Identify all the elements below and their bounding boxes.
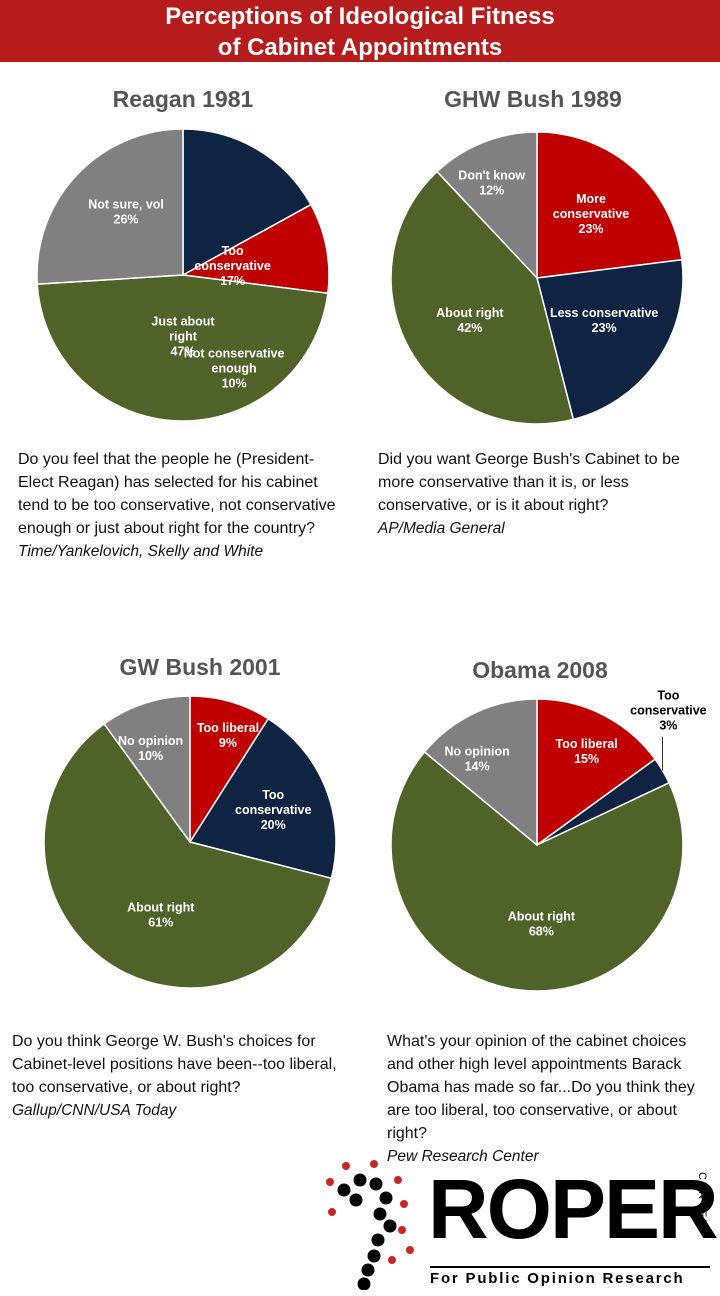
slice-label: Too conservative 17% <box>194 244 270 288</box>
slice-label: More conservative 23% <box>553 192 629 236</box>
slice-label: About right 68% <box>508 909 576 938</box>
pie-slice <box>189 695 270 845</box>
pie-slice <box>36 274 329 422</box>
source-text: AP/Media General <box>378 520 505 537</box>
source-text: Time/Yankelovich, Skelly and White <box>18 543 264 560</box>
pie-slice <box>536 698 657 847</box>
center-wordmark: CENTER <box>696 1172 708 1230</box>
pie-chart-ghw-bush: More conservative 23% Less conservative 23% A… <box>390 131 684 425</box>
slice-label: About right 42% <box>436 306 504 335</box>
source-text: Gallup/CNN/USA Today <box>12 1102 177 1119</box>
chart-title-obama: Obama 2008 <box>472 657 608 683</box>
slice-label: Too conservative 20% <box>235 788 311 832</box>
pie-slice <box>390 750 684 992</box>
question-text: Did you want George Bush's Cabinet to be… <box>378 451 680 514</box>
slice-label: Not sure, vol 26% <box>88 198 164 227</box>
pie-slice <box>536 258 684 421</box>
question-obama: What's your opinion of the cabinet choic… <box>387 1030 717 1168</box>
slice-label: Don't know 12% <box>458 169 525 198</box>
pie-slice <box>188 717 337 880</box>
chart-title-gw-bush: GW Bush 2001 <box>119 654 281 680</box>
question-gw-bush: Do you think George W. Bush's choices fo… <box>12 1030 352 1122</box>
pie-slice <box>435 131 538 280</box>
title-banner: Perceptions of Ideological Fitness of Ca… <box>0 0 720 62</box>
question-text: Do you feel that the people he (Presiden… <box>18 451 336 537</box>
page-title-line-1: Perceptions of Ideological Fitness <box>165 3 555 30</box>
logo-subtitle: For Public Opinion Research <box>430 1270 685 1287</box>
slice-label: Just about right 47% <box>151 314 215 358</box>
pie-chart-gw-bush: Too liberal 9% Too conservative 20% About rig… <box>43 695 337 989</box>
roper-dots-icon <box>326 1160 414 1290</box>
slice-label: Not conservative enough 10% <box>184 346 285 390</box>
roper-wordmark: ROPER <box>428 1162 719 1256</box>
roper-center-logo: ROPER CENTER For Public Opinion Research <box>318 1160 719 1292</box>
pie-chart-obama: Too liberal 15% Too conservative 3% About rig… <box>390 689 707 992</box>
question-text: Do you think George W. Bush's choices fo… <box>12 1033 337 1096</box>
chart-title-reagan: Reagan 1981 <box>112 86 254 112</box>
chart-title-ghw-bush: GHW Bush 1989 <box>444 86 622 112</box>
question-reagan: Do you feel that the people he (Presiden… <box>18 448 348 563</box>
slice-label: Too conservative 3% <box>630 689 706 733</box>
page-title-line-2: of Cabinet Appointments <box>217 34 503 61</box>
pie-slice <box>36 128 184 285</box>
pie-slice <box>180 203 330 295</box>
slice-label: Too liberal 9% <box>197 721 259 750</box>
pie-slice <box>390 170 575 425</box>
slice-label: About right 61% <box>127 901 195 930</box>
slice-label: No opinion 14% <box>445 744 510 773</box>
pie-slice <box>103 695 191 845</box>
slice-label: No opinion 10% <box>118 734 183 763</box>
pie-slice <box>536 131 683 279</box>
logo-rule <box>430 1266 710 1268</box>
question-text: What's your opinion of the cabinet choic… <box>387 1033 695 1142</box>
pie-slice <box>182 128 312 277</box>
question-ghw-bush: Did you want George Bush's Cabinet to be… <box>378 448 708 540</box>
source-text: Pew Research Center <box>387 1148 539 1165</box>
pie-slice <box>43 722 333 989</box>
slice-label: Too liberal 15% <box>555 737 617 766</box>
pie-slice <box>423 698 538 847</box>
pie-chart-reagan: Too conservative 17% Not conservative enough… <box>36 128 330 422</box>
slice-label: Less conservative 23% <box>550 306 658 335</box>
